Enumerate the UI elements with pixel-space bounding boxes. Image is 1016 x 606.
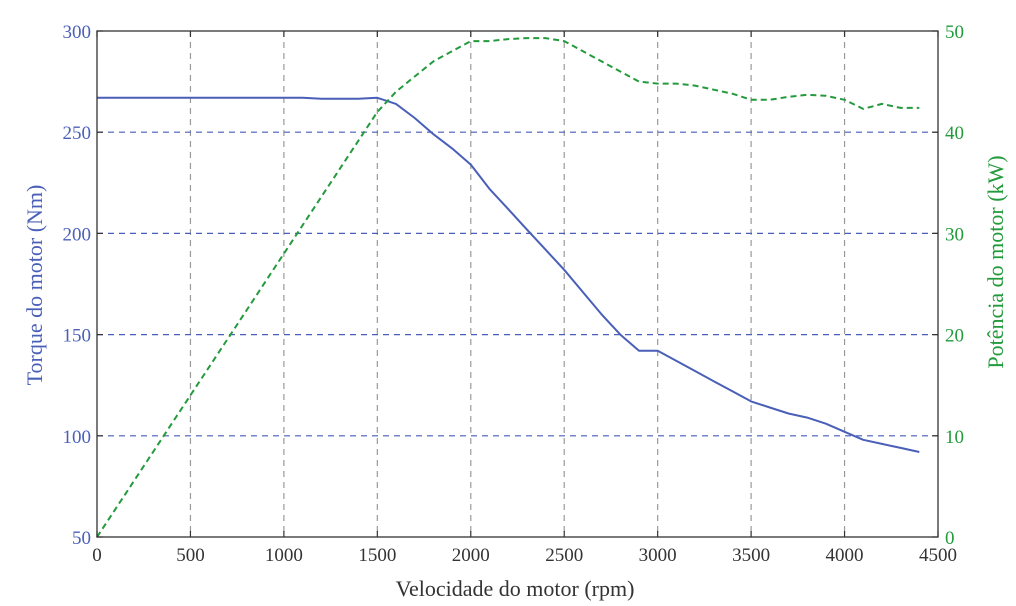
y-left-tick-label: 200 xyxy=(63,224,92,245)
x-tick-label: 4000 xyxy=(826,545,864,566)
x-tick-label: 1000 xyxy=(265,545,303,566)
y-right-tick-label: 40 xyxy=(945,123,964,144)
y-left-tick-label: 100 xyxy=(63,427,92,448)
y-right-tick-label: 50 xyxy=(945,22,964,43)
y-right-tick-label: 30 xyxy=(945,224,964,245)
y-right-tick-label: 10 xyxy=(945,427,964,448)
x-tick-label: 3000 xyxy=(639,545,677,566)
x-tick-label: 2000 xyxy=(452,545,490,566)
x-tick-label: 500 xyxy=(176,545,205,566)
y-left-tick-label: 50 xyxy=(72,528,91,549)
x-tick-label: 1500 xyxy=(358,545,396,566)
x-tick-label: 4500 xyxy=(919,545,957,566)
tick-layer: 0 500 1000 1500 2000 2500 3000 3500 4000 45005010… xyxy=(63,22,965,566)
y-right-tick-label: 0 xyxy=(945,528,955,549)
x-axis-title: Velocidade do motor (rpm) xyxy=(396,576,635,601)
grid-lines xyxy=(97,31,938,537)
y-left-tick-label: 300 xyxy=(63,22,92,43)
y-right-tick-label: 20 xyxy=(945,326,964,347)
y-right-axis-title: Potência do motor (kW) xyxy=(983,155,1008,368)
x-tick-label: 0 xyxy=(92,545,102,566)
x-tick-label: 2500 xyxy=(545,545,583,566)
torque-series-line xyxy=(97,96,920,453)
plot-frame xyxy=(96,30,939,538)
y-left-tick-label: 150 xyxy=(63,326,92,347)
x-tick-label: 3500 xyxy=(732,545,770,566)
y-left-tick-label: 250 xyxy=(63,123,92,144)
y-left-axis-title: Torque do motor (Nm) xyxy=(22,185,47,386)
power-series-line xyxy=(96,37,920,538)
series-layer xyxy=(96,37,920,538)
